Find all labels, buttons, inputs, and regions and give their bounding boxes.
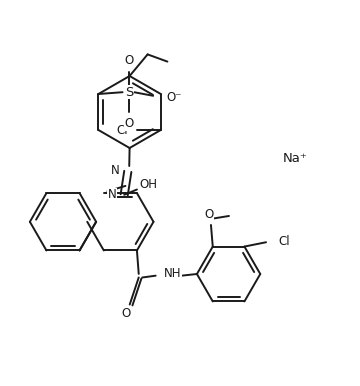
Text: O: O: [125, 117, 134, 130]
Text: Na⁺: Na⁺: [283, 152, 307, 165]
Text: Cl: Cl: [278, 235, 289, 248]
Text: O⁻: O⁻: [166, 91, 181, 104]
Text: NH: NH: [164, 267, 181, 280]
Text: Cl: Cl: [117, 124, 129, 137]
Text: O: O: [125, 54, 134, 67]
Text: S: S: [125, 86, 133, 99]
Text: O: O: [122, 307, 131, 320]
Text: N: N: [108, 188, 116, 201]
Text: O: O: [204, 208, 214, 221]
Text: N: N: [111, 164, 120, 177]
Text: OH: OH: [140, 178, 158, 191]
